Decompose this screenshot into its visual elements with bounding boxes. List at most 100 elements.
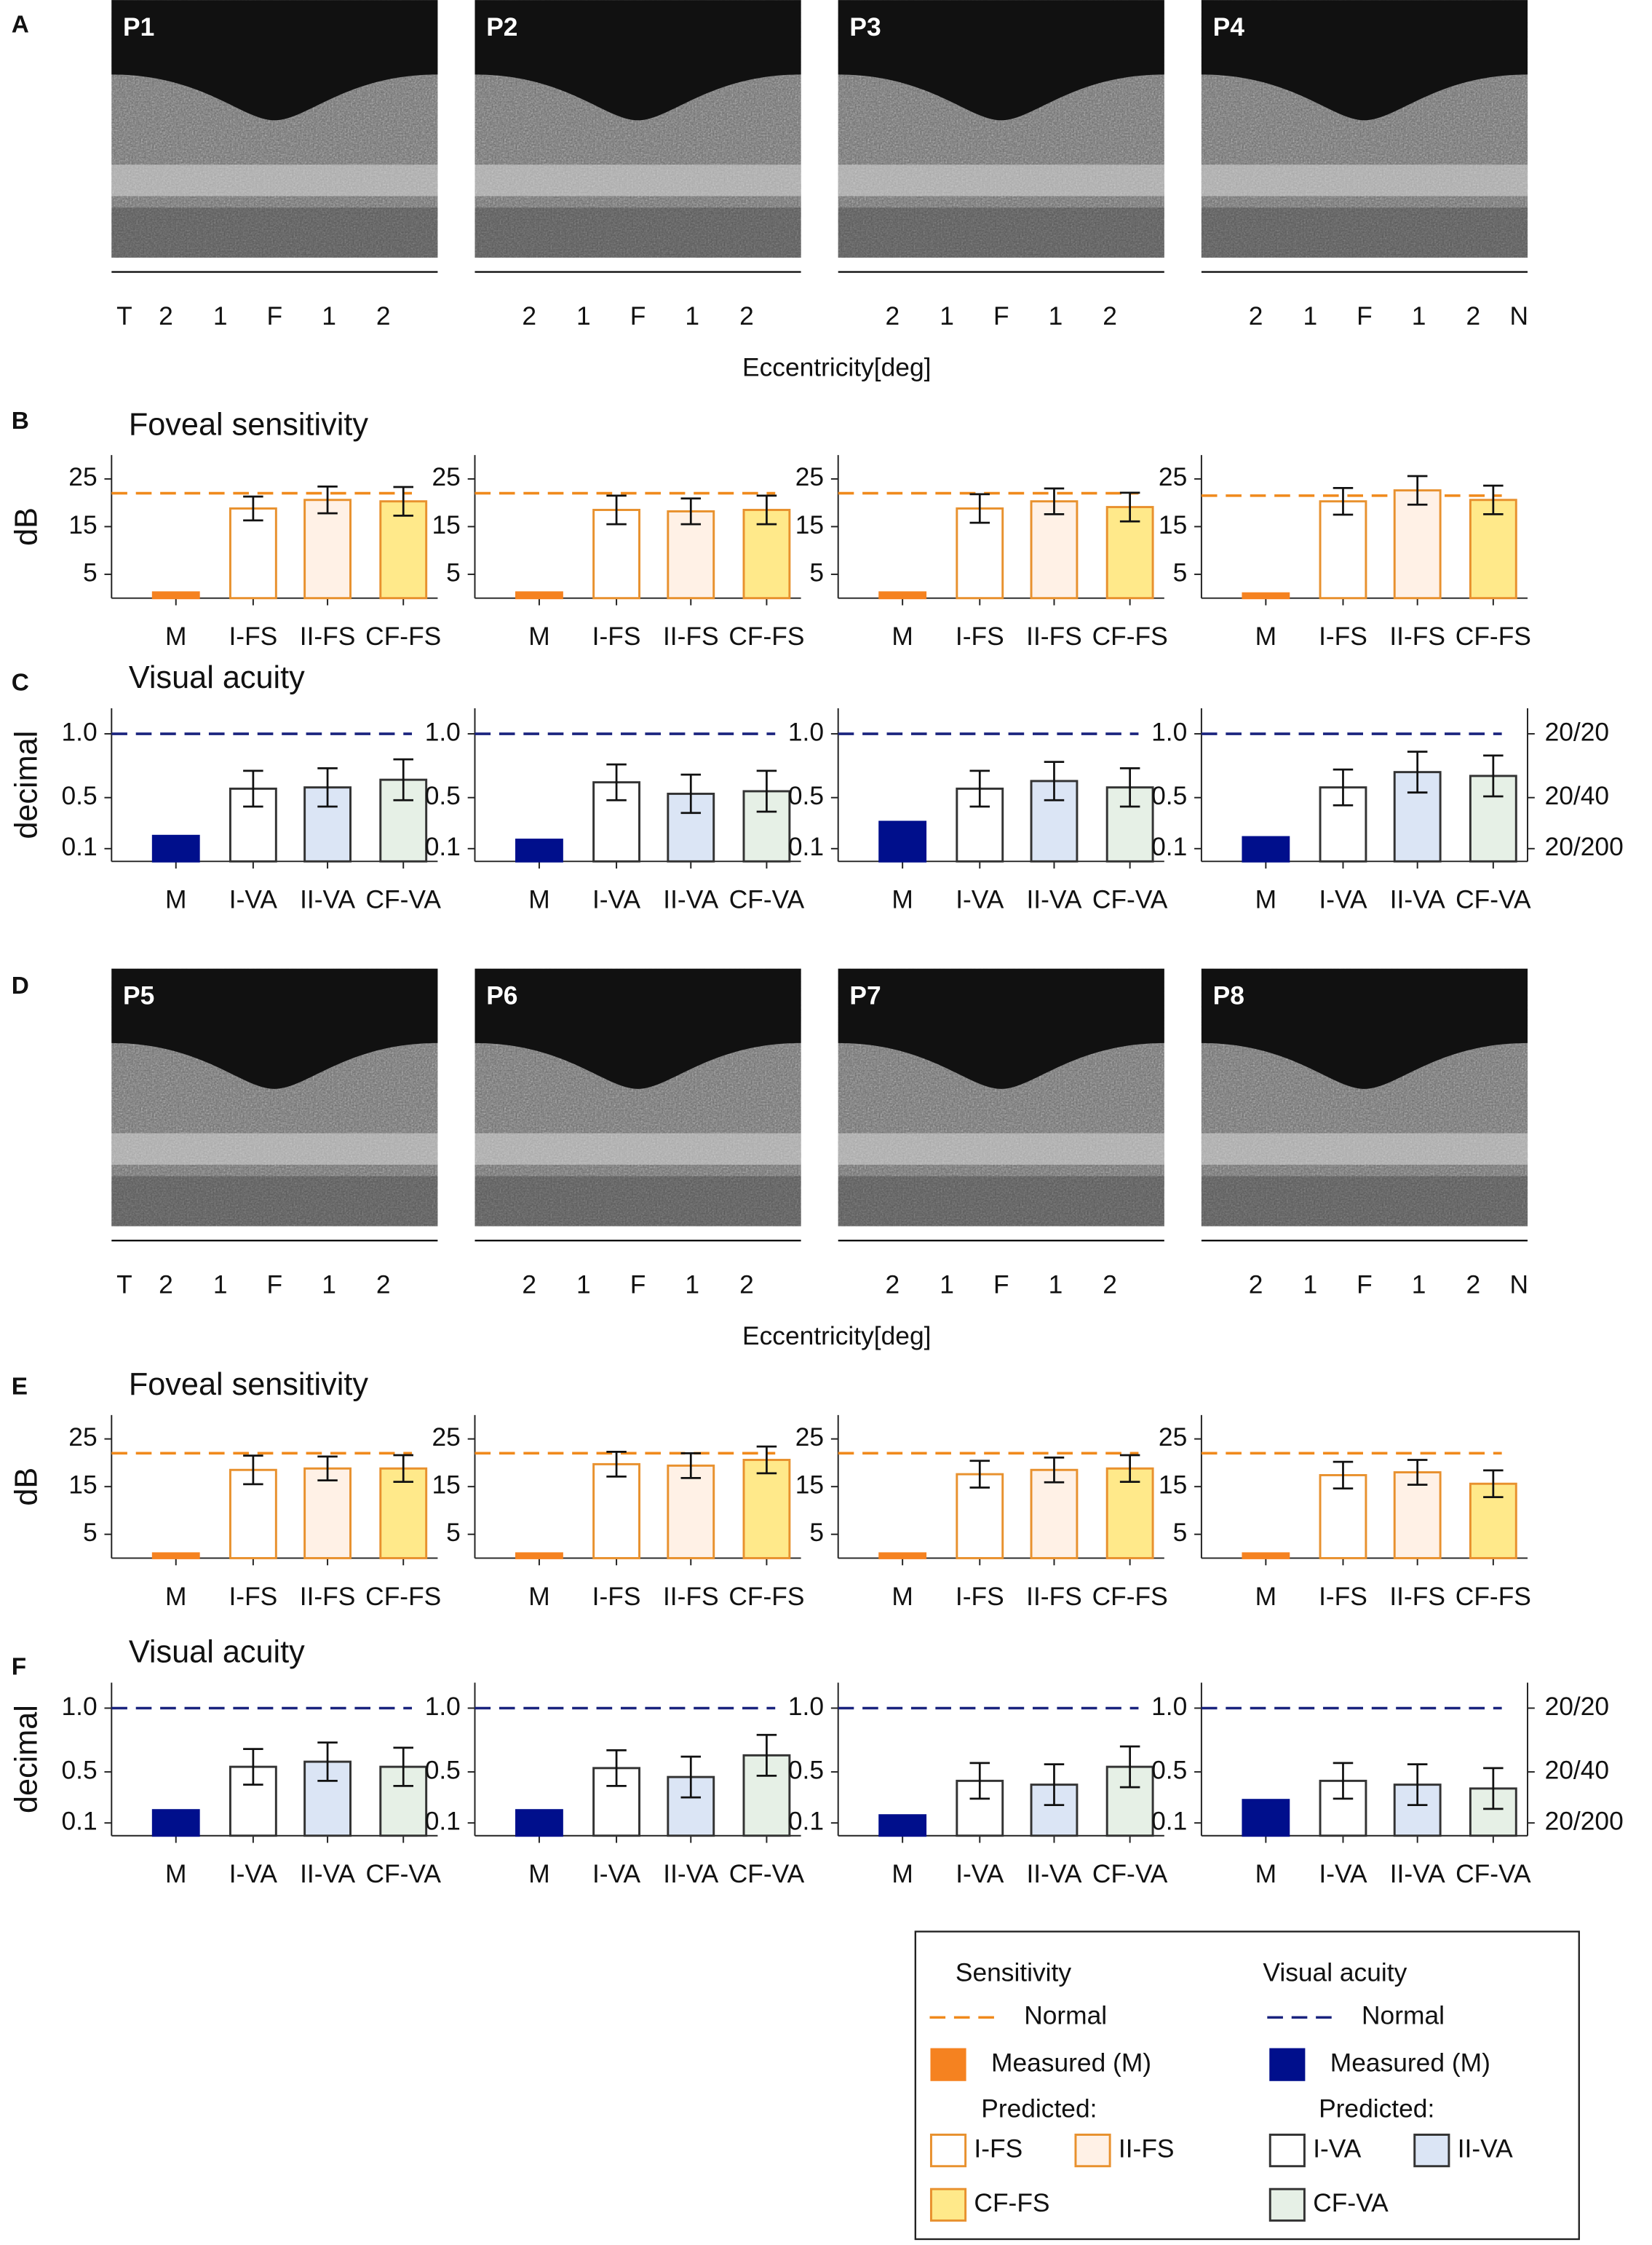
error-bar: [606, 763, 627, 801]
y-tick-label: 0.1: [1151, 833, 1187, 861]
bar: [515, 1552, 563, 1559]
oct-image: P5: [111, 968, 438, 1227]
y-tick-label: 0.5: [425, 1756, 461, 1784]
legend-swatch: [1268, 2187, 1306, 2222]
error-bar: [1119, 1454, 1140, 1484]
x-tick-label: M: [891, 886, 913, 914]
error-bar: [1407, 475, 1428, 506]
oct-label: P2: [486, 13, 517, 41]
bar: [592, 1462, 640, 1559]
y-axis-label: dB: [9, 507, 44, 546]
x-tick-label: I-FS: [1319, 622, 1367, 651]
oct-tick-label: 2: [376, 302, 391, 330]
oct-tick-label: 2: [376, 1270, 391, 1299]
x-tick-label: M: [528, 886, 549, 914]
oct-band: [474, 165, 801, 197]
bar: [515, 839, 563, 863]
legend-swatch: [1268, 2134, 1306, 2168]
y-tick-label: 5: [446, 558, 461, 587]
panel-letter: E: [12, 1373, 28, 1400]
oct-tick-label: F: [993, 1270, 1009, 1299]
legend-swatch: [1074, 2134, 1111, 2168]
error-bar: [756, 1445, 777, 1475]
oct-label: P8: [1213, 981, 1244, 1010]
x-tick-label: II-FS: [1026, 622, 1082, 651]
error-bar: [243, 495, 263, 522]
chart-title: Visual acuity: [129, 660, 305, 695]
x-tick-label: M: [1255, 1583, 1276, 1611]
panel-letter: F: [12, 1654, 26, 1681]
x-tick-label: II-FS: [1026, 1583, 1082, 1611]
x-tick-label: CF-FS: [1456, 1583, 1531, 1611]
y-tick-label: 0.1: [1151, 1808, 1187, 1836]
error-bar: [680, 1452, 702, 1479]
oct-image: P7: [838, 968, 1164, 1227]
x-tick-label: II-VA: [1390, 1860, 1445, 1888]
legend-label: Normal: [1024, 2002, 1107, 2030]
oct-tick-label: F: [1357, 302, 1373, 330]
error-bar: [1483, 1469, 1504, 1498]
x-tick-label: M: [165, 1860, 186, 1888]
oct-tick-label: 1: [322, 302, 336, 330]
oct-tick-label: 1: [576, 302, 591, 330]
error-bar: [317, 1741, 338, 1782]
oct-tick-label: 1: [940, 302, 954, 330]
y2-tick-label: 20/20: [1545, 718, 1610, 746]
bar: [742, 1459, 791, 1559]
legend-label: Measured (M): [1330, 2049, 1490, 2078]
error-bar: [1119, 767, 1140, 808]
error-bar: [606, 494, 627, 526]
oct-image: P2: [474, 0, 801, 258]
x-tick-label: I-VA: [956, 1860, 1004, 1888]
x-tick-label: CF-FS: [365, 1583, 441, 1611]
x-tick-label: II-VA: [300, 886, 355, 914]
oct-band: [474, 1133, 801, 1165]
oct-tick-label: F: [630, 1270, 646, 1299]
x-tick-label: M: [528, 1860, 549, 1888]
oct-lower: [1201, 207, 1528, 258]
oct-tick-label: 1: [1303, 1270, 1317, 1299]
oct-tick-label: 2: [886, 302, 900, 330]
oct-vitreous: [111, 968, 438, 1089]
y-tick-label: 5: [1173, 1519, 1188, 1547]
oct-tick-label: 1: [576, 1270, 591, 1299]
legend-swatch: [1269, 2048, 1306, 2081]
x-tick-label: M: [1255, 886, 1276, 914]
bar: [1393, 489, 1442, 600]
y-tick-label: 5: [809, 1519, 824, 1547]
error-bar: [1044, 761, 1065, 801]
legend-label: I-VA: [1313, 2134, 1362, 2163]
y2-tick-label: 20/40: [1545, 782, 1610, 810]
bar: [1105, 1467, 1154, 1559]
bar: [1393, 1471, 1442, 1559]
oct-tick-label: 2: [522, 1270, 536, 1299]
oct-tick-label: T: [116, 1270, 132, 1299]
panel-letter: C: [12, 669, 29, 696]
bar: [515, 1809, 563, 1837]
legend-label: Normal: [1362, 2002, 1445, 2030]
legend-swatch: [930, 2048, 966, 2081]
x-tick-label: CF-FS: [1456, 622, 1531, 651]
y-tick-label: 0.1: [61, 1808, 97, 1836]
error-bar: [606, 1749, 627, 1787]
oct-tick-label: 2: [886, 1270, 900, 1299]
y2-tick-label: 20/200: [1545, 833, 1624, 861]
x-tick-label: II-VA: [1026, 1860, 1081, 1888]
error-bar: [1407, 1459, 1428, 1486]
y-tick-label: 5: [809, 558, 824, 587]
x-tick-label: I-FS: [956, 622, 1004, 651]
x-tick-label: I-FS: [956, 1583, 1004, 1611]
oct-tick-label: 2: [1249, 302, 1263, 330]
error-bar: [756, 494, 777, 526]
x-tick-label: CF-VA: [729, 1860, 805, 1888]
bar: [1242, 836, 1290, 863]
error-bar: [680, 773, 702, 815]
x-tick-label: II-VA: [1026, 886, 1081, 914]
x-tick-label: I-VA: [592, 1860, 641, 1888]
x-tick-label: II-FS: [663, 622, 719, 651]
error-bar: [1044, 487, 1065, 515]
oct-tick-label: 2: [522, 302, 536, 330]
y-tick-label: 0.1: [425, 833, 461, 861]
oct-lower: [474, 1176, 801, 1227]
oct-lower: [838, 207, 1164, 258]
